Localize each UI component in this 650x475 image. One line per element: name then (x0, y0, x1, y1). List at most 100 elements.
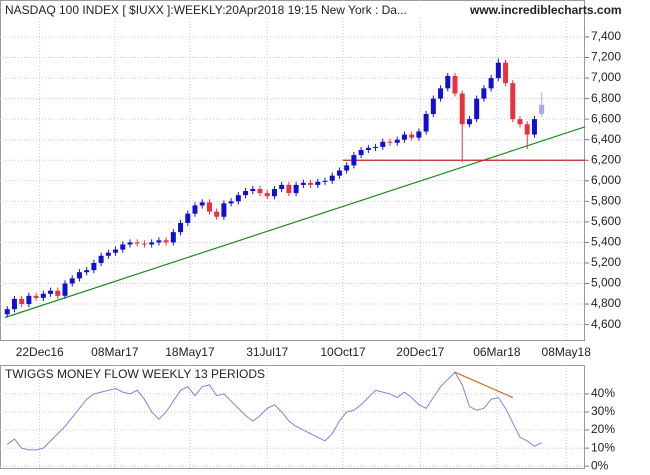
x-tick-label: 22Dec16 (16, 345, 64, 359)
candle-body (322, 180, 328, 182)
y-tick-label: 5,000 (591, 276, 621, 290)
candle-body (503, 62, 509, 84)
candle-body (62, 283, 68, 296)
candle-body (11, 298, 17, 310)
indicator-line (6, 371, 542, 451)
x-tick-label: 08May18 (542, 345, 592, 359)
candle-body (214, 211, 220, 217)
candle-body (430, 98, 436, 115)
indicator-frame (0, 365, 585, 469)
y-tick-label: 7,200 (591, 50, 621, 64)
x-tick-label: 08Mar17 (91, 345, 139, 359)
y-tick-label: 5,200 (591, 255, 621, 269)
source-label: www.incrediblecharts.com (469, 3, 622, 17)
candle-body (401, 134, 407, 140)
title-bg (2, 2, 582, 18)
candle-body (120, 244, 126, 250)
candle-body (48, 290, 54, 294)
candle-body (445, 76, 451, 89)
candle-body (300, 182, 306, 185)
candle-body (293, 184, 299, 194)
x-tick-label: 06Mar18 (473, 345, 521, 359)
candle-body (351, 155, 357, 166)
candle-body (452, 76, 458, 94)
x-tick-label: 10Oct17 (320, 345, 366, 359)
candle-body (206, 202, 212, 212)
y-tick-label: 4,600 (591, 317, 621, 331)
candle-body (163, 240, 169, 243)
x-tick-label: 18May17 (165, 345, 215, 359)
candle-body (141, 243, 147, 245)
candle-body (524, 124, 530, 135)
chart-title: NASDAQ 100 INDEX [ $IUXX ]:WEEKLY:20Apr2… (5, 3, 407, 17)
candle-body (271, 189, 277, 197)
candle-body (394, 139, 400, 143)
y-tick-label: 30% (591, 404, 615, 418)
candle-body (228, 201, 234, 204)
y-tick-label: 7,000 (591, 70, 621, 84)
y-tick-label: 5,600 (591, 214, 621, 228)
annotation-line (454, 371, 514, 399)
y-tick-label: 6,200 (591, 152, 621, 166)
candle-body (156, 240, 162, 243)
candle-body (4, 309, 10, 315)
candle-body (178, 222, 184, 233)
candle-body (315, 181, 321, 185)
candle-body (510, 83, 516, 120)
y-tick-label: 5,400 (591, 235, 621, 249)
candle-body (243, 191, 249, 196)
candle-body (488, 78, 494, 89)
candle-body (170, 232, 176, 243)
candle-body (91, 262, 97, 271)
candle-body (192, 205, 198, 214)
y-tick-label: 6,400 (591, 132, 621, 146)
candle-body (98, 255, 104, 263)
candle-body (531, 119, 537, 135)
x-tick-label: 31Jul17 (246, 345, 288, 359)
y-tick-label: 0% (591, 458, 609, 472)
candle-body (185, 213, 191, 223)
candle-body (365, 147, 371, 150)
candle-body (33, 295, 39, 298)
candle-body (416, 131, 422, 138)
candle-body (199, 202, 205, 206)
candle-body (105, 252, 111, 256)
candle-body (459, 93, 465, 125)
x-tick-label: 20Dec17 (396, 345, 444, 359)
candle-body (69, 278, 75, 284)
y-tick-label: 10% (591, 440, 615, 454)
y-tick-label: 40% (591, 386, 615, 400)
candle-body (76, 272, 82, 279)
candle-body (517, 119, 523, 125)
candle-body (495, 62, 501, 79)
y-tick-label: 20% (591, 422, 615, 436)
candle-body (55, 290, 61, 296)
candle-body (264, 193, 270, 197)
candle-body (235, 195, 241, 202)
candle-body (40, 293, 46, 298)
candle-body (286, 184, 292, 194)
candle-body (19, 298, 25, 305)
candle-body (84, 270, 90, 273)
candle-body (344, 165, 350, 171)
candle-body (134, 242, 140, 244)
candle-body (358, 149, 364, 156)
candle-body (380, 141, 386, 147)
candle-body (466, 119, 472, 125)
candle-body (308, 182, 314, 185)
candle-body (539, 104, 545, 115)
y-tick-label: 6,000 (591, 173, 621, 187)
candle-body (373, 146, 379, 148)
candle-body (329, 175, 335, 181)
candle-body (423, 114, 429, 132)
candle-body (481, 88, 487, 99)
candle-body (474, 98, 480, 120)
candle-body (26, 295, 32, 305)
price-frame (0, 0, 585, 341)
y-tick-label: 7,400 (591, 29, 621, 43)
candle-body (127, 242, 133, 245)
y-tick-label: 6,600 (591, 111, 621, 125)
indicator-title: TWIGGS MONEY FLOW WEEKLY 13 PERIODS (5, 367, 265, 381)
candle-body (149, 242, 155, 245)
